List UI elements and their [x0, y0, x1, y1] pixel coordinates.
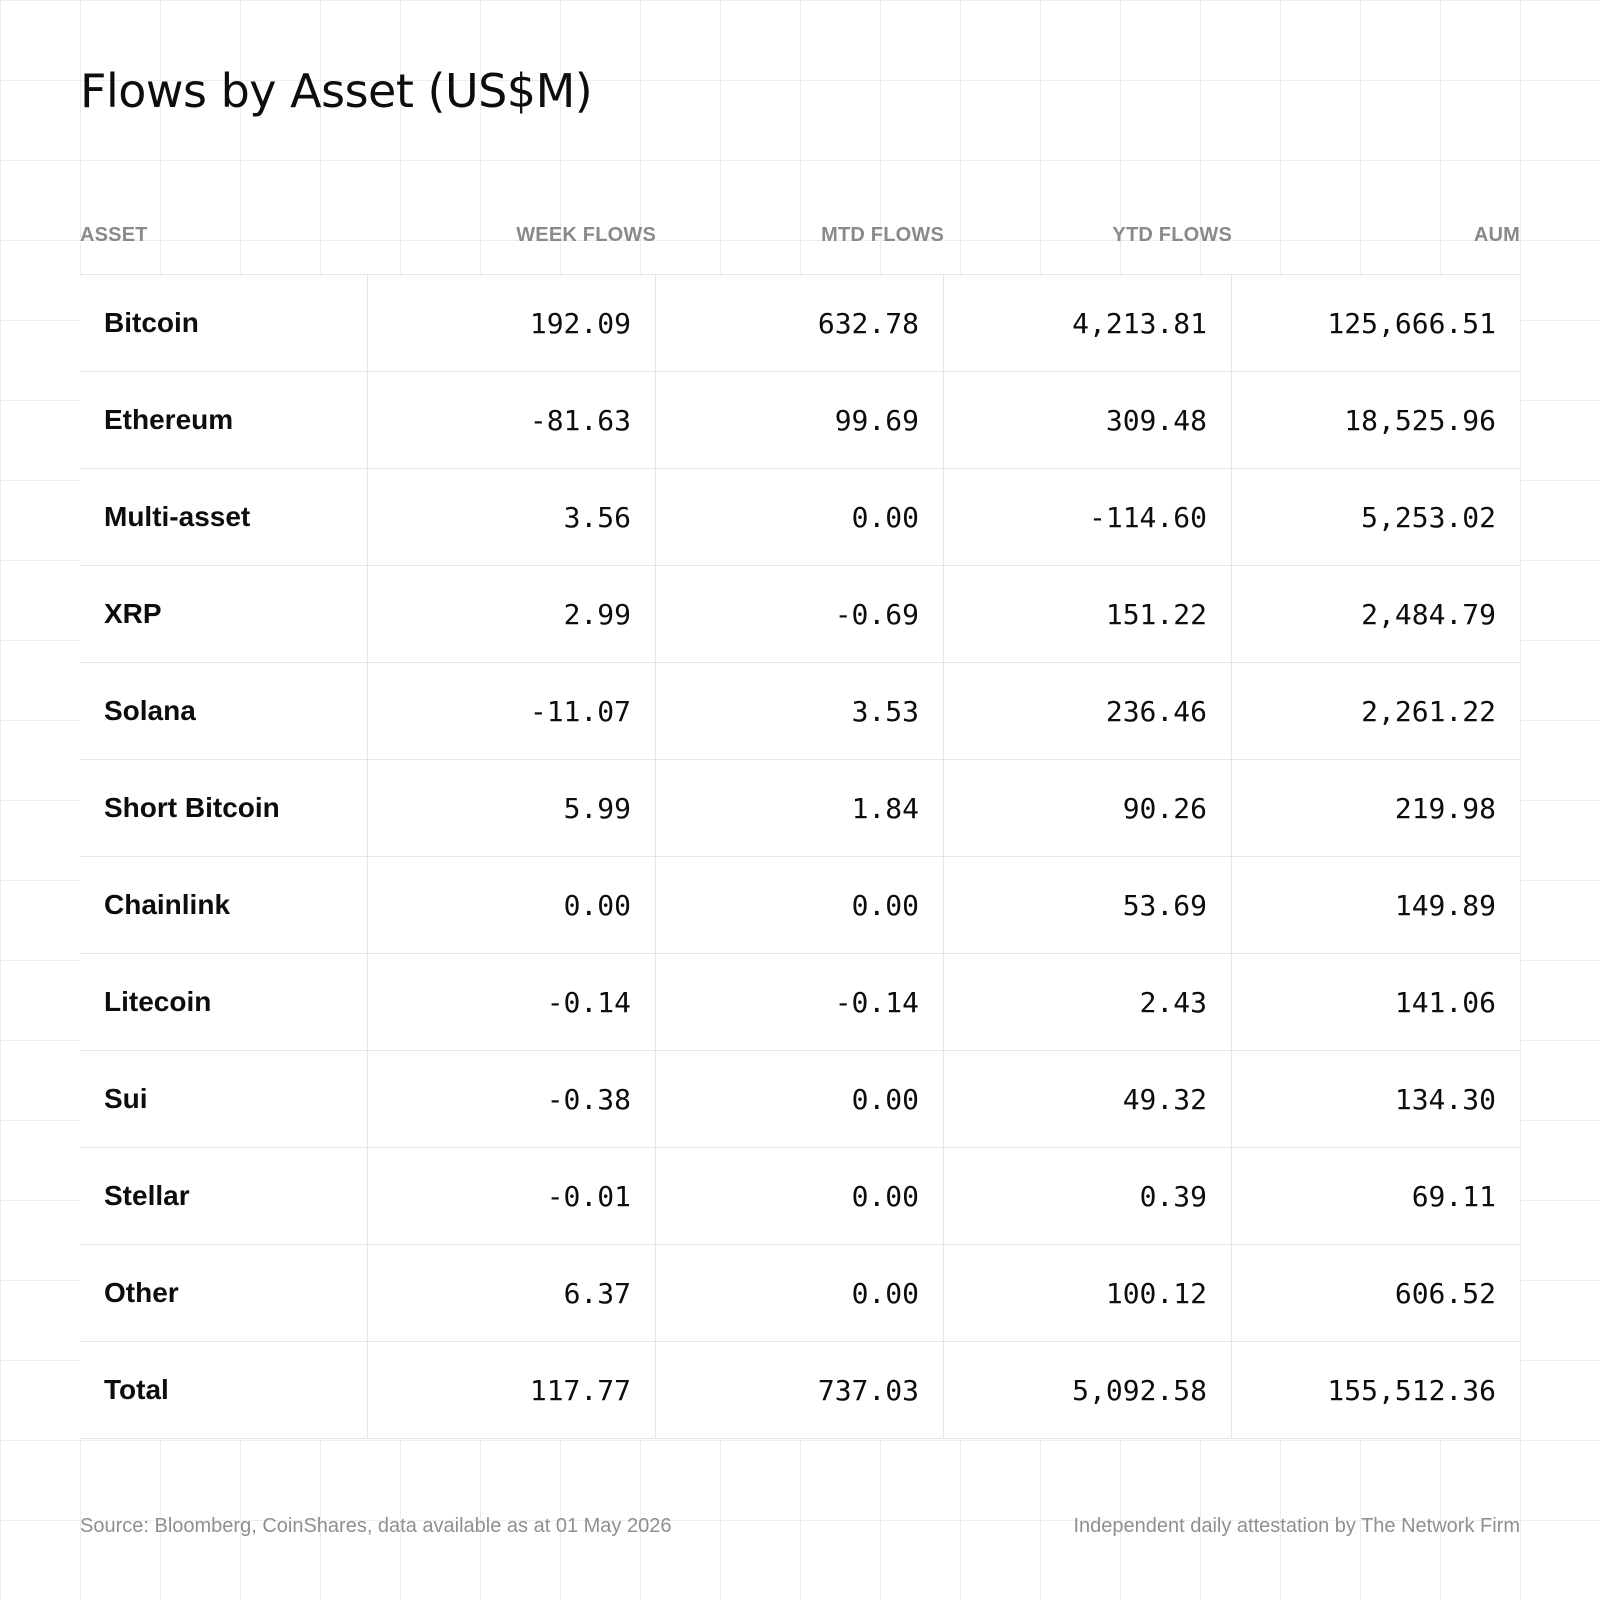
- cell-week-flows: 192.09: [368, 275, 656, 371]
- cell-aum: 149.89: [1394, 888, 1496, 922]
- cell-asset: Bitcoin: [80, 275, 368, 371]
- table-row: Chainlink 0.00 0.00 53.69 149.89: [80, 857, 1520, 954]
- cell-aum: 5,253.02: [1361, 500, 1496, 534]
- cell-mtd-flows: -0.14: [656, 954, 944, 1050]
- cell-asset: Sui: [80, 1051, 368, 1147]
- cell-aum: 219.98: [1394, 791, 1496, 825]
- table-row: XRP 2.99 -0.69 151.22 2,484.79: [80, 566, 1520, 663]
- table-header: ASSET WEEK FLOWS MTD FLOWS YTD FLOWS AUM: [80, 218, 1520, 252]
- cell-mtd-flows: 0.00: [656, 469, 944, 565]
- cell-aum: 125,666.51: [1327, 306, 1496, 340]
- cell-ytd-flows: 4,213.81: [944, 275, 1232, 371]
- cell-week-flows: 2.99: [368, 566, 656, 662]
- cell-mtd-flows: 0.00: [656, 1051, 944, 1147]
- cell-week-flows: -0.38: [368, 1051, 656, 1147]
- cell-mtd-flows: 99.69: [656, 372, 944, 468]
- cell-ytd-flows: 309.48: [944, 372, 1232, 468]
- cell-asset: Litecoin: [80, 954, 368, 1050]
- cell-week-flows: -81.63: [368, 372, 656, 468]
- cell-mtd-flows: 1.84: [656, 760, 944, 856]
- cell-asset: Chainlink: [80, 857, 368, 953]
- cell-week-flows: 0.00: [368, 857, 656, 953]
- table-row: Short Bitcoin 5.99 1.84 90.26 219.98: [80, 760, 1520, 857]
- cell-mtd-flows: 632.78: [656, 275, 944, 371]
- cell-mtd-flows: -0.69: [656, 566, 944, 662]
- cell-asset: Ethereum: [80, 372, 368, 468]
- cell-ytd-flows: 0.39: [944, 1148, 1232, 1244]
- cell-ytd-flows: 100.12: [944, 1245, 1232, 1341]
- cell-week-flows: -0.01: [368, 1148, 656, 1244]
- flows-table: Bitcoin 192.09 632.78 4,213.81 125,666.51 Eth…: [80, 274, 1520, 1439]
- page-title: Flows by Asset (US$M): [80, 64, 593, 118]
- cell-asset: Short Bitcoin: [80, 760, 368, 856]
- table-row-total: Total 117.77 737.03 5,092.58 155,512.36: [80, 1342, 1520, 1439]
- cell-aum: 155,512.36: [1327, 1373, 1496, 1407]
- cell-mtd-flows: 3.53: [656, 663, 944, 759]
- cell-ytd-flows: -114.60: [944, 469, 1232, 565]
- cell-aum: 69.11: [1411, 1179, 1496, 1213]
- cell-asset: Solana: [80, 663, 368, 759]
- cell-ytd-flows: 2.43: [944, 954, 1232, 1050]
- table-row: Bitcoin 192.09 632.78 4,213.81 125,666.51: [80, 275, 1520, 372]
- column-header-asset: ASSET: [80, 224, 148, 246]
- source-note: Source: Bloomberg, CoinShares, data avai…: [80, 1515, 672, 1537]
- cell-week-flows: 3.56: [368, 469, 656, 565]
- column-header-mtd-flows: MTD FLOWS: [821, 224, 944, 246]
- table-row: Multi-asset 3.56 0.00 -114.60 5,253.02: [80, 469, 1520, 566]
- cell-mtd-flows: 0.00: [656, 1148, 944, 1244]
- cell-week-flows: 117.77: [368, 1342, 656, 1438]
- cell-week-flows: 5.99: [368, 760, 656, 856]
- cell-asset: Total: [80, 1342, 368, 1438]
- cell-ytd-flows: 90.26: [944, 760, 1232, 856]
- cell-week-flows: 6.37: [368, 1245, 656, 1341]
- table-row: Solana -11.07 3.53 236.46 2,261.22: [80, 663, 1520, 760]
- cell-ytd-flows: 53.69: [944, 857, 1232, 953]
- cell-ytd-flows: 236.46: [944, 663, 1232, 759]
- cell-aum: 134.30: [1394, 1082, 1496, 1116]
- cell-mtd-flows: 0.00: [656, 857, 944, 953]
- table-row: Other 6.37 0.00 100.12 606.52: [80, 1245, 1520, 1342]
- column-header-week-flows: WEEK FLOWS: [516, 224, 656, 246]
- cell-mtd-flows: 737.03: [656, 1342, 944, 1438]
- cell-aum: 141.06: [1394, 985, 1496, 1019]
- table-row: Sui -0.38 0.00 49.32 134.30: [80, 1051, 1520, 1148]
- cell-asset: Multi-asset: [80, 469, 368, 565]
- table-row: Stellar -0.01 0.00 0.39 69.11: [80, 1148, 1520, 1245]
- cell-ytd-flows: 5,092.58: [944, 1342, 1232, 1438]
- cell-aum: 18,525.96: [1344, 403, 1496, 437]
- cell-aum: 2,484.79: [1361, 597, 1496, 631]
- cell-week-flows: -0.14: [368, 954, 656, 1050]
- column-header-ytd-flows: YTD FLOWS: [1112, 224, 1232, 246]
- cell-asset: Stellar: [80, 1148, 368, 1244]
- cell-aum: 2,261.22: [1361, 694, 1496, 728]
- cell-ytd-flows: 49.32: [944, 1051, 1232, 1147]
- cell-week-flows: -11.07: [368, 663, 656, 759]
- cell-asset: Other: [80, 1245, 368, 1341]
- cell-mtd-flows: 0.00: [656, 1245, 944, 1341]
- table-row: Ethereum -81.63 99.69 309.48 18,525.96: [80, 372, 1520, 469]
- attestation-note: Independent daily attestation by The Net…: [1073, 1515, 1520, 1537]
- column-header-aum: AUM: [1473, 224, 1520, 246]
- cell-ytd-flows: 151.22: [944, 566, 1232, 662]
- cell-asset: XRP: [80, 566, 368, 662]
- table-row: Litecoin -0.14 -0.14 2.43 141.06: [80, 954, 1520, 1051]
- cell-aum: 606.52: [1394, 1276, 1496, 1310]
